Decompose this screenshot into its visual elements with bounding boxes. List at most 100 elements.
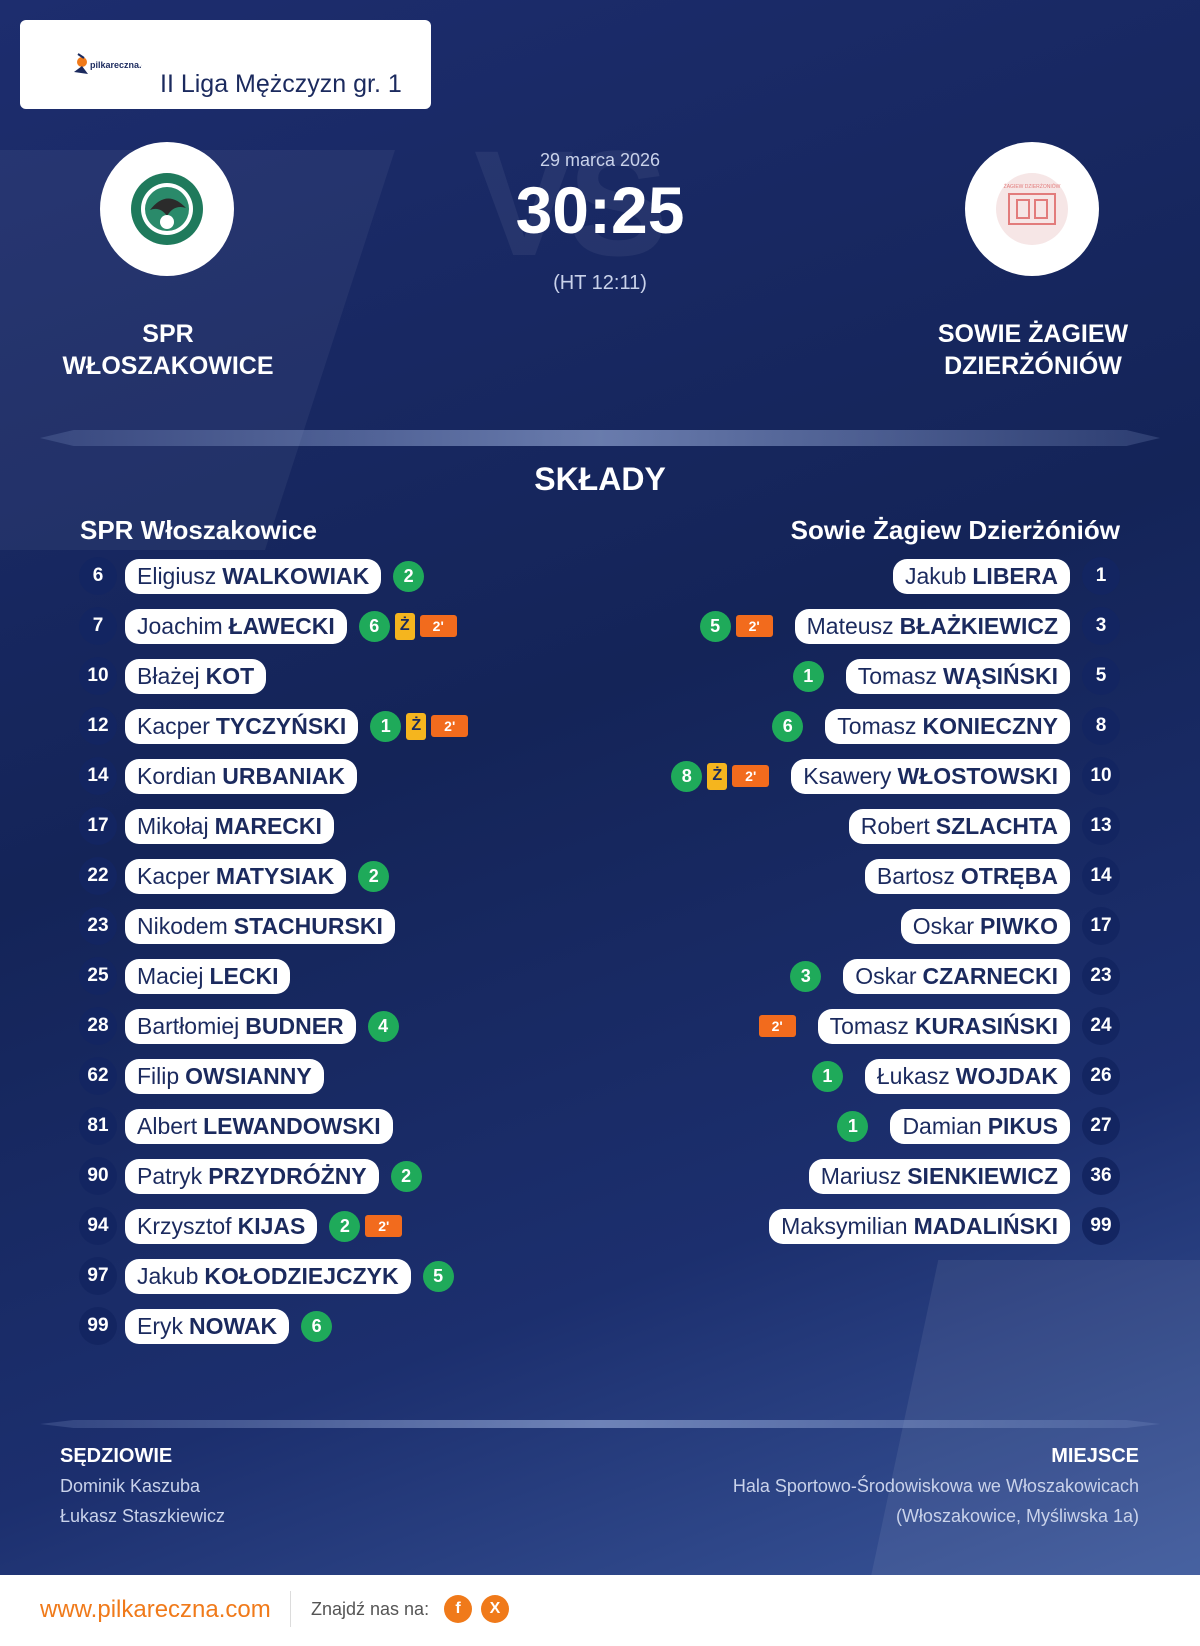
goals-badge: 6: [358, 610, 390, 642]
player-last-name: WĄSIŃSKI: [943, 662, 1058, 689]
player-name: Kacper TYCZYŃSKI: [125, 708, 359, 744]
player-first-name: Nikodem: [137, 912, 228, 939]
player-first-name: Joachim: [137, 612, 223, 639]
goals-badge: 1: [811, 1060, 843, 1092]
player-first-name: Filip: [137, 1062, 180, 1089]
jersey-number: 6: [79, 557, 117, 595]
suspension-badge: 2': [419, 615, 457, 637]
away-player-row: 13 Robert SZLACHTA: [827, 807, 1120, 845]
jersey-number: 12: [79, 707, 117, 745]
player-stats: 1: [811, 1060, 843, 1092]
away-player-row: 27 Damian PIKUS 1: [837, 1107, 1120, 1145]
venue-label: MIEJSCE: [1051, 1445, 1139, 1467]
website-link[interactable]: www.pilkareczna.com: [40, 1596, 271, 1623]
player-last-name: BUDNER: [245, 1012, 344, 1039]
player-name: Maksymilian MADALIŃSKI: [769, 1208, 1070, 1244]
jersey-number: 27: [1082, 1107, 1120, 1145]
home-player-row: 22 Kacper MATYSIAK 2: [79, 857, 390, 895]
player-last-name: MARECKI: [214, 812, 322, 839]
jersey-number: 13: [1082, 807, 1120, 845]
player-last-name: LECKI: [209, 962, 279, 989]
player-last-name: OWSIANNY: [185, 1062, 312, 1089]
player-name: Oskar CZARNECKI: [843, 958, 1070, 994]
goals-badge: 8: [671, 760, 703, 792]
player-name: Krzysztof KIJAS: [125, 1208, 318, 1244]
home-lineup-title: SPR Włoszakowice: [80, 515, 317, 545]
jersey-number: 7: [79, 607, 117, 645]
logo-wordmark: pilkareczna.com: [90, 60, 142, 70]
player-stats: 1 Ż 2': [370, 710, 469, 742]
player-name: Eryk NOWAK: [125, 1308, 290, 1344]
player-name: Maciej LECKI: [125, 958, 291, 994]
jersey-number: 22: [79, 857, 117, 895]
player-stats: 1: [792, 660, 824, 692]
home-player-row: 90 Patryk PRZYDRÓŻNY 2: [79, 1157, 422, 1195]
player-stats: 6: [772, 710, 804, 742]
goals-badge: 1: [792, 660, 824, 692]
player-first-name: Bartłomiej: [137, 1012, 240, 1039]
player-name: Mariusz SIENKIEWICZ: [808, 1158, 1070, 1194]
player-first-name: Jakub: [905, 562, 967, 589]
suspension-badge: 2': [365, 1215, 403, 1237]
player-name: Bartłomiej BUDNER: [125, 1008, 356, 1044]
final-score: 30:25: [515, 173, 685, 247]
jersey-number: 99: [1082, 1207, 1120, 1245]
jersey-number: 23: [79, 907, 117, 945]
referees-label: SĘDZIOWIE: [60, 1445, 173, 1467]
home-player-row: 62 Filip OWSIANNY: [79, 1057, 336, 1095]
player-last-name: CZARNECKI: [922, 962, 1058, 989]
away-team-name: SOWIE ŻAGIEW DZIERŻÓNIÓW: [883, 318, 1183, 382]
home-crest-icon: [131, 173, 203, 245]
player-stats: 6 Ż 2': [358, 610, 457, 642]
player-stats: 2': [758, 1015, 796, 1037]
away-player-row: 14 Bartosz OTRĘBA: [843, 857, 1120, 895]
home-player-row: 14 Kordian URBANIAK: [79, 757, 369, 795]
yellow-card-icon: Ż: [707, 762, 728, 790]
jersey-number: 10: [79, 657, 117, 695]
player-last-name: KOŁODZIEJCZYK: [204, 1262, 399, 1289]
player-first-name: Kacper: [137, 862, 210, 889]
player-first-name: Ksawery: [803, 762, 892, 789]
away-player-row: 17 Oskar PIWKO: [879, 907, 1120, 945]
player-last-name: KONIECZNY: [922, 712, 1058, 739]
player-first-name: Kordian: [137, 762, 217, 789]
player-stats: 5: [422, 1260, 454, 1292]
jersey-number: 14: [1082, 857, 1120, 895]
away-player-row: 10 Ksawery WŁOSTOWSKI 8 Ż 2': [671, 757, 1120, 795]
jersey-number: 25: [79, 957, 117, 995]
player-last-name: MATYSIAK: [215, 862, 335, 889]
player-first-name: Albert: [137, 1112, 198, 1139]
goals-badge: 6: [772, 710, 804, 742]
player-first-name: Kacper: [137, 712, 210, 739]
player-name: Błażej KOT: [125, 658, 267, 694]
away-player-row: 1 Jakub LIBERA: [871, 557, 1120, 595]
yellow-card-icon: Ż: [406, 712, 427, 740]
player-stats: 6: [301, 1310, 333, 1342]
player-first-name: Maciej: [137, 962, 204, 989]
player-name: Nikodem STACHURSKI: [125, 908, 395, 944]
match-report: pilkareczna.com II Liga Mężczyzn gr. 1 V…: [0, 0, 1200, 1575]
suspension-badge: 2': [431, 715, 469, 737]
goals-badge: 1: [837, 1110, 869, 1142]
player-first-name: Patryk: [137, 1162, 203, 1189]
home-team-name-line1: SPR: [142, 320, 194, 348]
player-first-name: Oskar: [912, 912, 975, 939]
player-last-name: URBANIAK: [222, 762, 345, 789]
section-divider: [40, 430, 1160, 446]
player-last-name: NOWAK: [189, 1312, 278, 1339]
facebook-icon[interactable]: f: [444, 1595, 472, 1623]
jersey-number: 1: [1082, 557, 1120, 595]
find-us-label: Znajdź nas na:: [311, 1599, 430, 1619]
suspension-badge: 2': [758, 1015, 796, 1037]
player-last-name: STACHURSKI: [233, 912, 383, 939]
x-icon[interactable]: X: [481, 1595, 509, 1623]
home-player-row: 10 Błażej KOT: [79, 657, 278, 695]
player-name: Damian PIKUS: [890, 1108, 1070, 1144]
jersey-number: 17: [79, 807, 117, 845]
player-name: Filip OWSIANNY: [125, 1058, 324, 1094]
player-name: Kordian URBANIAK: [125, 758, 357, 794]
player-stats: 1: [837, 1110, 869, 1142]
player-first-name: Jakub: [137, 1262, 199, 1289]
player-first-name: Maksymilian: [781, 1212, 908, 1239]
player-last-name: KIJAS: [237, 1212, 306, 1239]
